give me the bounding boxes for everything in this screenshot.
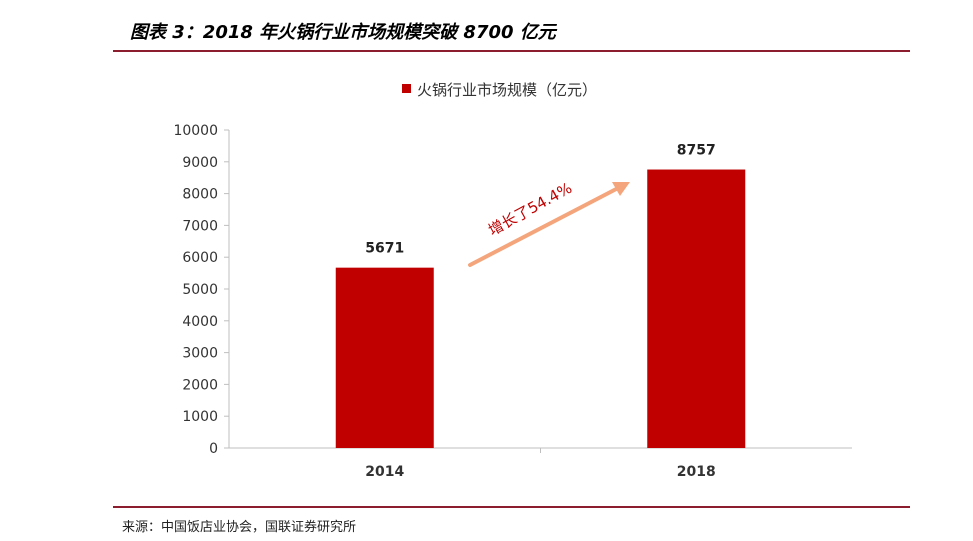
bottom-divider [113,506,910,508]
y-tick-label: 6000 [182,250,218,266]
y-tick-label: 10000 [173,123,218,139]
source-note: 来源：中国饭店业协会，国联证券研究所 [122,520,357,535]
data-label-2018: 8757 [677,143,716,159]
y-tick-label: 5000 [182,282,218,298]
bar-2018 [647,169,746,448]
y-tick-label: 2000 [182,377,218,393]
growth-annotation: 增长了54.4% [485,179,575,240]
bars-group: 5671 2014 8757 2018 [335,143,746,480]
y-tick-label: 0 [209,441,218,457]
bar-2014 [335,267,434,448]
growth-arrow [468,182,630,267]
x-tick-label: 2018 [677,464,716,480]
y-tick-label: 3000 [182,346,218,362]
top-divider [113,50,910,52]
legend-label: 火锅行业市场规模（亿元） [417,81,597,99]
y-tick-label: 4000 [182,314,218,330]
y-axis: 0 1000 2000 3000 4000 5000 6000 7000 8000 9000 100… [173,123,229,457]
y-tick-label: 1000 [182,409,218,425]
figure-title: 图表 3：2018 年火锅行业市场规模突破 8700 亿元 [130,22,556,43]
y-tick-label: 7000 [182,218,218,234]
legend-swatch [402,84,411,93]
y-tick-label: 8000 [182,187,218,203]
y-tick-label: 9000 [182,155,218,171]
x-tick-label: 2014 [365,464,404,480]
data-label-2014: 5671 [365,241,404,257]
